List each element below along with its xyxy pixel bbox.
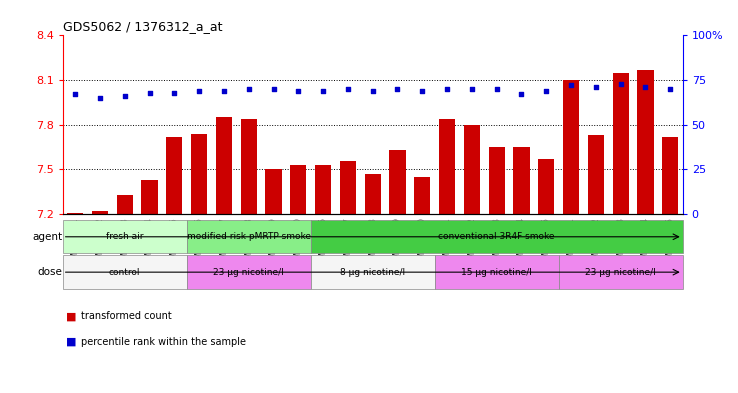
Bar — [559, 255, 683, 289]
Point — [491, 86, 503, 92]
Point — [565, 82, 577, 88]
Bar — [390, 150, 406, 214]
Point — [540, 88, 552, 94]
Point — [416, 88, 428, 94]
Point — [317, 88, 329, 94]
Point — [590, 84, 601, 90]
Bar — [662, 137, 678, 214]
Bar — [142, 180, 158, 214]
Bar — [435, 255, 559, 289]
Bar — [63, 255, 187, 289]
Bar — [311, 255, 435, 289]
Text: transformed count: transformed count — [81, 311, 172, 321]
Bar — [311, 220, 683, 253]
Point — [516, 91, 528, 97]
Text: fresh air: fresh air — [106, 232, 143, 241]
Bar — [538, 159, 554, 214]
Bar — [290, 165, 306, 214]
Text: 8 μg nicotine/l: 8 μg nicotine/l — [340, 268, 405, 277]
Point — [168, 90, 180, 96]
Bar — [365, 174, 381, 214]
Bar — [187, 220, 311, 253]
Point — [268, 86, 280, 92]
Text: GDS5062 / 1376312_a_at: GDS5062 / 1376312_a_at — [63, 20, 222, 33]
Point — [441, 86, 453, 92]
Bar — [67, 213, 83, 214]
Bar — [315, 165, 331, 214]
Text: ■: ■ — [66, 337, 77, 347]
Point — [615, 81, 627, 87]
Point — [292, 88, 304, 94]
Point — [218, 88, 230, 94]
Bar — [414, 177, 430, 214]
Text: conventional 3R4F smoke: conventional 3R4F smoke — [438, 232, 555, 241]
Bar — [638, 70, 654, 214]
Point — [640, 84, 652, 90]
Point — [243, 86, 255, 92]
Bar — [587, 135, 604, 214]
Bar — [241, 119, 257, 214]
Point — [367, 88, 379, 94]
Bar — [117, 195, 133, 214]
Text: 23 μg nicotine/l: 23 μg nicotine/l — [585, 268, 656, 277]
Bar — [92, 211, 108, 214]
Text: control: control — [109, 268, 140, 277]
Bar — [63, 220, 187, 253]
Text: ■: ■ — [66, 311, 77, 321]
Point — [392, 86, 404, 92]
Bar — [166, 137, 182, 214]
Text: 15 μg nicotine/l: 15 μg nicotine/l — [461, 268, 532, 277]
Text: percentile rank within the sample: percentile rank within the sample — [81, 337, 246, 347]
Bar — [514, 147, 530, 214]
Text: agent: agent — [32, 232, 63, 242]
Bar — [266, 169, 282, 214]
Bar — [191, 134, 207, 214]
Point — [119, 93, 131, 99]
Bar — [563, 80, 579, 214]
Bar — [439, 119, 455, 214]
Text: modified risk pMRTP smoke: modified risk pMRTP smoke — [187, 232, 311, 241]
Point — [193, 88, 205, 94]
Text: dose: dose — [38, 267, 63, 277]
Bar — [463, 125, 480, 214]
Point — [664, 86, 676, 92]
Bar — [339, 161, 356, 214]
Bar — [489, 147, 505, 214]
Bar — [613, 73, 629, 214]
Point — [342, 86, 354, 92]
Point — [466, 86, 477, 92]
Bar — [187, 255, 311, 289]
Point — [94, 95, 106, 101]
Bar — [215, 118, 232, 214]
Text: 23 μg nicotine/l: 23 μg nicotine/l — [213, 268, 284, 277]
Point — [144, 90, 156, 96]
Point — [69, 91, 81, 97]
